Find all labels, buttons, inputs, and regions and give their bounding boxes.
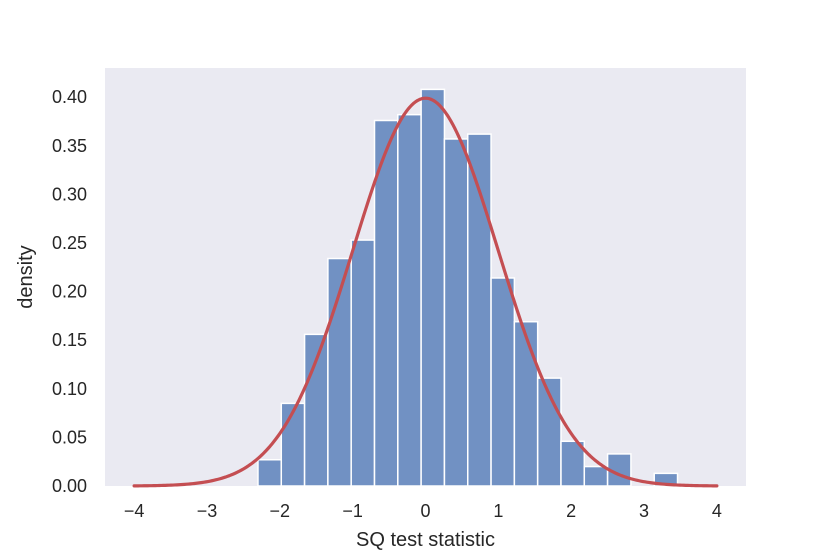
histogram-bar	[513, 320, 539, 487]
histogram-bar	[280, 402, 306, 487]
x-tick-label: 4	[712, 501, 722, 521]
y-axis-label: density	[15, 245, 37, 308]
y-axis-ticks: 0.00 0.05 0.10 0.15 0.20 0.25 0.30 0.35 0.40	[52, 87, 87, 496]
x-tick-label: −2	[270, 501, 291, 521]
histogram-bar	[420, 88, 446, 487]
y-tick-label: 0.35	[52, 136, 87, 156]
y-tick-label: 0.00	[52, 476, 87, 496]
x-tick-label: 0	[420, 501, 430, 521]
x-axis-ticks: −4 −3 −2 −1 0 1 2 3 4	[124, 501, 722, 521]
histogram-bar	[560, 440, 586, 487]
y-tick-label: 0.40	[52, 87, 87, 107]
y-tick-label: 0.10	[52, 379, 87, 399]
histogram-bar	[397, 113, 422, 487]
x-tick-label: 3	[639, 501, 649, 521]
x-tick-label: 2	[566, 501, 576, 521]
x-tick-label: −4	[124, 501, 145, 521]
y-tick-label: 0.25	[52, 233, 87, 253]
histogram-bar	[583, 465, 609, 487]
normal-density-curve	[132, 96, 719, 488]
histogram-bar	[350, 239, 376, 487]
x-tick-label: −3	[197, 501, 218, 521]
y-tick-label: 0.15	[52, 330, 87, 350]
histogram-bar	[257, 459, 283, 487]
x-tick-label: −1	[342, 501, 363, 521]
x-tick-label: 1	[493, 501, 503, 521]
y-tick-label: 0.05	[52, 427, 87, 447]
y-tick-label: 0.30	[52, 184, 87, 204]
histogram-bar	[443, 138, 469, 487]
histogram-bar	[490, 277, 516, 487]
x-axis-label: SQ test statistic	[356, 529, 495, 551]
y-tick-label: 0.20	[52, 282, 87, 302]
